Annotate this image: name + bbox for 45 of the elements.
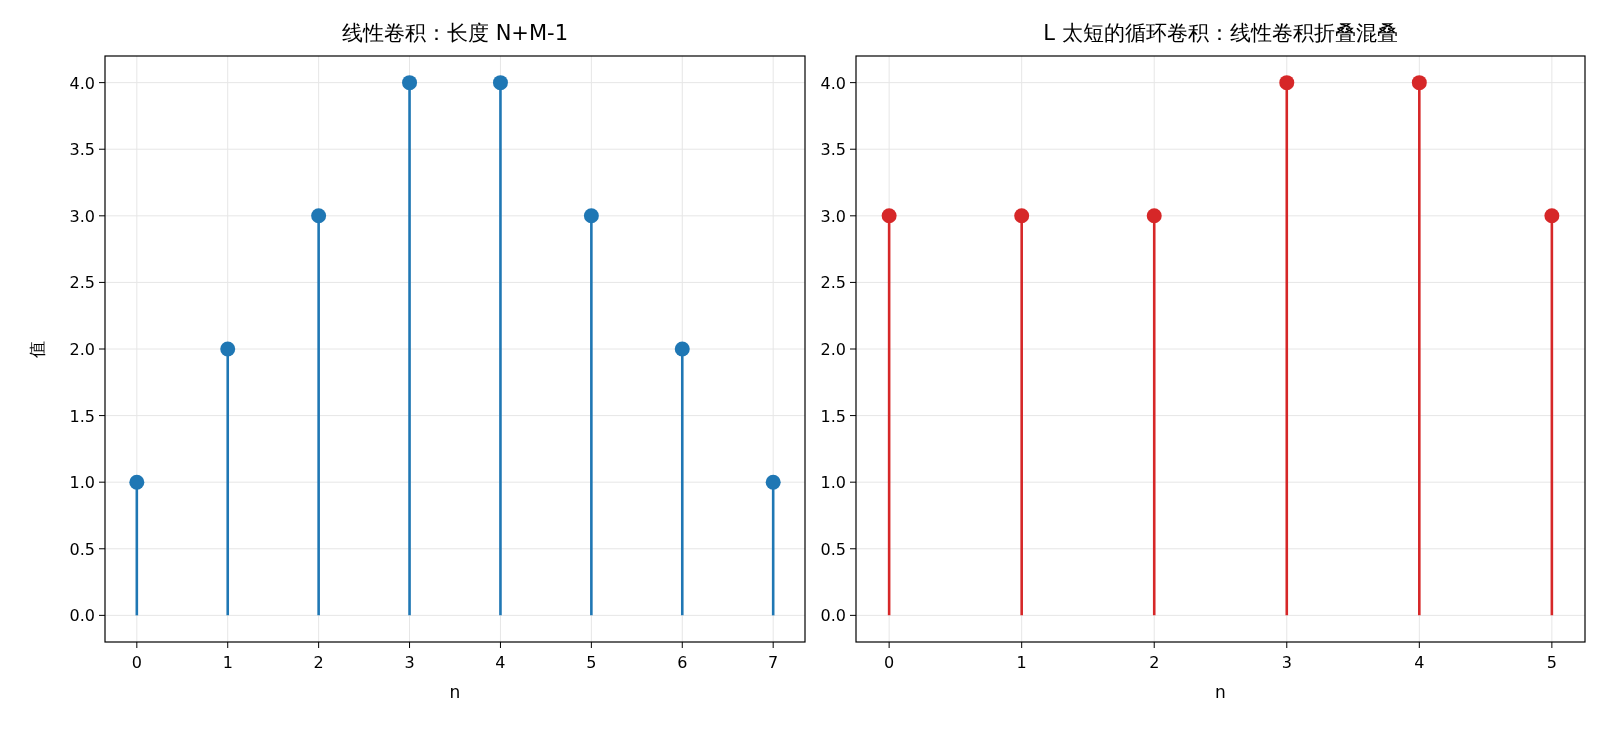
x-tick-label: 1	[1016, 653, 1027, 672]
y-tick-label: 3.5	[69, 140, 95, 160]
y-tick-label: 2.0	[820, 340, 846, 359]
x-axis-title: n	[449, 682, 461, 702]
y-tick-label: 4.0	[69, 73, 95, 93]
y-tick-label: 0.5	[69, 539, 95, 559]
x-tick-label: 4	[495, 653, 506, 672]
x-tick-label: 3	[404, 653, 415, 672]
y-tick-label: 2.5	[69, 273, 95, 293]
x-tick-label: 3	[1281, 653, 1292, 672]
y-tick-label: 1.0	[820, 473, 846, 493]
y-tick-label: 1.5	[69, 406, 95, 426]
x-tick-label: 7	[768, 653, 779, 672]
y-tick-label: 3.0	[69, 206, 95, 226]
chart-title: 线性卷积：长度 N+M-1	[341, 21, 569, 45]
y-tick-label: 2.0	[69, 340, 95, 359]
point	[311, 208, 327, 224]
y-tick-label: 0.5	[820, 539, 846, 559]
point	[220, 341, 236, 357]
point	[765, 474, 781, 490]
x-tick-label: 2	[313, 653, 324, 672]
y-tick-label: 4.0	[820, 73, 846, 93]
x-tick-label: 2	[1149, 653, 1160, 672]
point	[674, 341, 690, 357]
x-tick-label: 4	[1414, 653, 1425, 672]
x-tick-label: 6	[677, 653, 688, 672]
x-axis-title: n	[1215, 682, 1226, 702]
chart-title: L 太短的循环卷积：线性卷积折叠混叠	[1043, 21, 1398, 45]
y-tick-label: 0.0	[69, 606, 95, 626]
x-tick-label: 1	[222, 653, 233, 672]
y-tick-label: 3.0	[820, 206, 846, 226]
x-tick-label: 5	[1546, 653, 1557, 672]
point	[492, 75, 508, 91]
y-tick-label: 1.0	[69, 473, 95, 493]
y-axis-title: 值	[27, 340, 47, 358]
point	[402, 75, 418, 91]
x-tick-label: 0	[884, 653, 895, 672]
point	[129, 474, 145, 490]
x-tick-label: 5	[586, 653, 597, 672]
y-tick-label: 0.0	[820, 606, 846, 626]
x-tick-label: 0	[131, 653, 142, 672]
y-tick-label: 3.5	[820, 140, 846, 160]
point	[583, 208, 599, 224]
y-tick-label: 2.5	[820, 273, 846, 293]
y-tick-label: 1.5	[820, 406, 846, 426]
